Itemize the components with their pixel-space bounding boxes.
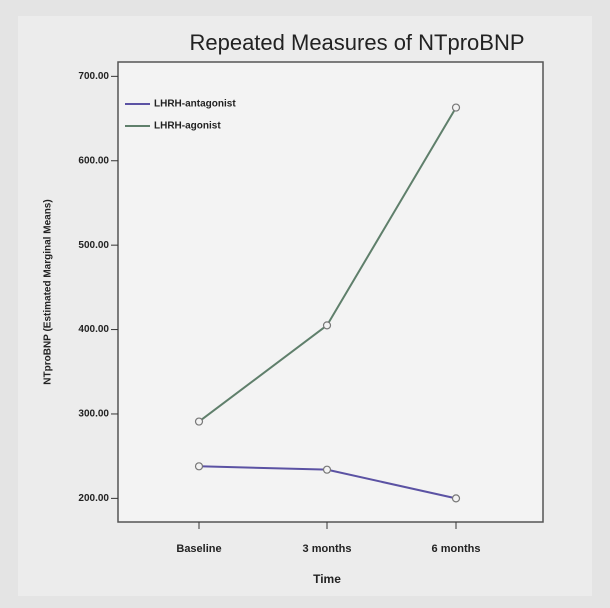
y-tick-label: 200.00 [78, 493, 109, 504]
y-tick-label: 500.00 [78, 240, 109, 251]
legend-label: LHRH-antagonist [154, 99, 236, 110]
x-tick-label: Baseline [176, 543, 221, 555]
y-tick-label: 400.00 [78, 324, 109, 335]
data-point [194, 462, 204, 471]
x-tick-label: 3 months [303, 543, 352, 555]
data-point [451, 103, 461, 112]
x-axis-label: Time [313, 572, 341, 586]
chart-title: Repeated Measures of NTproBNP [189, 30, 524, 55]
y-tick-label: 700.00 [78, 71, 109, 82]
y-tick-label: 300.00 [78, 409, 109, 420]
data-point [451, 494, 461, 503]
x-tick-label: 6 months [432, 543, 481, 555]
y-tick-label: 600.00 [78, 155, 109, 166]
data-point [194, 417, 204, 426]
legend-label: LHRH-agonist [154, 121, 221, 132]
y-axis-label: NTproBNP (Estimated Marginal Means) [43, 199, 54, 384]
data-point [322, 465, 332, 474]
plot-frame [117, 61, 544, 523]
data-point [322, 321, 332, 330]
